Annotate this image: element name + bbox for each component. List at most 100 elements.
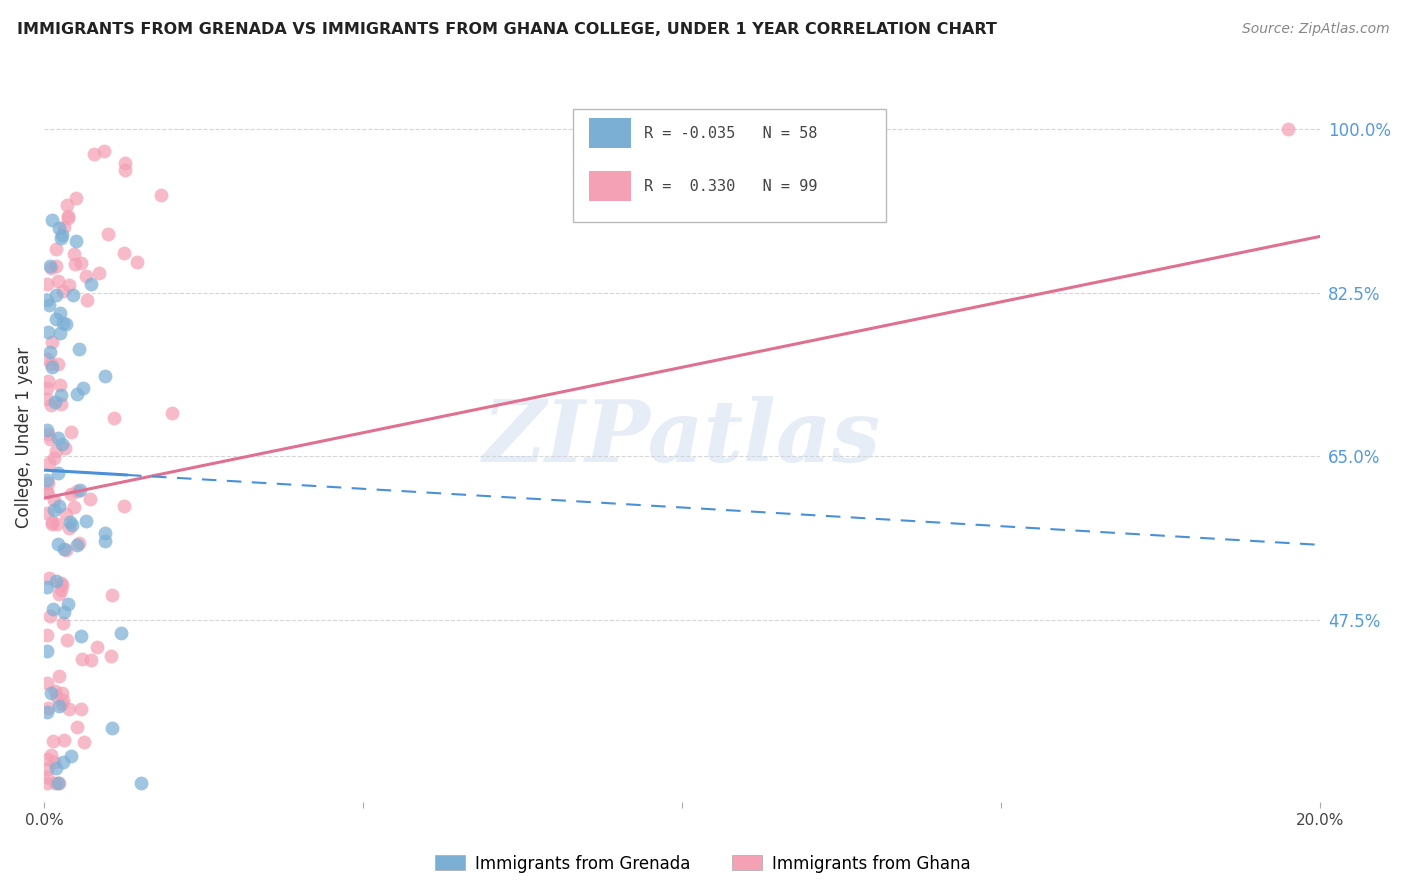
Point: [38, 297, 60, 311]
Point: [79, 491, 101, 506]
Point: [37, 751, 59, 765]
Point: [94, 525, 117, 540]
Point: [38, 571, 60, 585]
Point: [103, 411, 125, 425]
Point: [48, 499, 70, 513]
Point: [41, 335, 63, 350]
Point: [37, 293, 59, 307]
Y-axis label: College, Under 1 year: College, Under 1 year: [15, 347, 32, 528]
Point: [42, 492, 65, 507]
Point: [52, 693, 75, 707]
Point: [48, 699, 70, 714]
Point: [42, 503, 65, 517]
Point: [125, 254, 148, 268]
Point: [45, 444, 67, 458]
Point: [66, 387, 89, 401]
Point: [46, 431, 69, 445]
Point: [56, 211, 79, 226]
Point: [51, 686, 73, 700]
Point: [49, 326, 72, 341]
Point: [37, 644, 59, 658]
Point: [37, 476, 59, 491]
Point: [37, 473, 59, 487]
Point: [39, 261, 62, 276]
Point: [48, 587, 70, 601]
Point: [44, 776, 66, 790]
Point: [53, 442, 76, 456]
Point: [44, 450, 66, 465]
Point: [93, 368, 115, 383]
Point: [65, 191, 87, 205]
Point: [55, 317, 77, 331]
Point: [60, 517, 83, 532]
Point: [55, 543, 77, 558]
Point: [37, 484, 59, 499]
Point: [70, 255, 93, 269]
Point: [45, 287, 67, 301]
Point: [39, 399, 62, 413]
Point: [42, 602, 65, 616]
Point: [41, 516, 63, 531]
Text: ZIPatlas: ZIPatlas: [482, 396, 882, 479]
Point: [46, 357, 69, 371]
Point: [131, 776, 153, 790]
Point: [52, 755, 75, 769]
Point: [114, 162, 136, 177]
Point: [55, 507, 77, 521]
Point: [83, 146, 105, 161]
Point: [46, 466, 69, 480]
Point: [48, 776, 70, 790]
Point: [51, 387, 73, 401]
Point: [49, 231, 72, 245]
Point: [42, 733, 65, 747]
Point: [52, 615, 75, 630]
Point: [58, 278, 80, 293]
Point: [45, 311, 67, 326]
Point: [56, 198, 79, 212]
Point: [41, 515, 63, 529]
Point: [37, 706, 59, 720]
Point: [62, 247, 84, 261]
Point: [37, 352, 59, 367]
Point: [37, 580, 59, 594]
Point: [49, 575, 72, 590]
Point: [80, 653, 103, 667]
Point: [49, 582, 72, 597]
Point: [37, 675, 59, 690]
Point: [100, 649, 122, 664]
Point: [39, 747, 62, 762]
Point: [37, 423, 59, 437]
Point: [46, 776, 69, 790]
Bar: [589, 171, 631, 202]
Point: [114, 155, 136, 169]
Point: [45, 761, 67, 775]
Point: [46, 537, 69, 551]
Point: [49, 305, 72, 319]
Point: [41, 213, 63, 227]
Point: [37, 325, 59, 339]
Point: [37, 427, 59, 442]
Point: [37, 762, 59, 776]
Text: IMMIGRANTS FROM GRENADA VS IMMIGRANTS FROM GHANA COLLEGE, UNDER 1 YEAR CORRELATI: IMMIGRANTS FROM GRENADA VS IMMIGRANTS FR…: [17, 22, 997, 37]
Point: [48, 221, 70, 235]
Point: [37, 277, 59, 291]
Point: [73, 735, 96, 749]
Point: [56, 597, 79, 611]
Point: [89, 266, 111, 280]
Point: [53, 542, 76, 557]
Point: [93, 144, 115, 158]
Point: [51, 436, 73, 450]
Point: [45, 574, 67, 588]
Point: [45, 242, 67, 256]
Point: [63, 500, 86, 514]
Point: [44, 683, 66, 698]
Point: [44, 395, 66, 409]
Point: [63, 257, 86, 271]
Point: [37, 485, 59, 500]
Point: [37, 701, 59, 715]
Point: [75, 268, 97, 283]
Point: [39, 608, 62, 623]
Point: [38, 456, 60, 470]
Point: [59, 516, 82, 530]
Point: [94, 534, 117, 549]
